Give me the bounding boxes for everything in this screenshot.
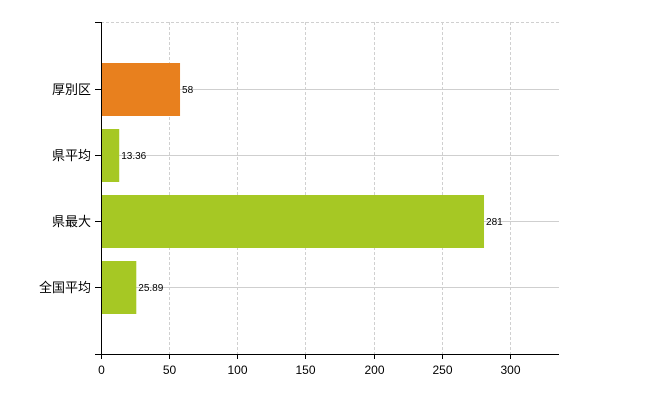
data-label: 281 [486,217,503,228]
x-tick-label: 0 [98,363,105,377]
x-tick-label: 100 [227,363,247,377]
data-label: 58 [182,85,194,96]
category-label: 厚別区 [52,83,91,98]
bar [101,261,137,314]
x-tick-label: 250 [432,363,452,377]
category-label: 県平均 [52,149,91,164]
x-tick-label: 50 [163,363,177,377]
category-label: 全国平均 [39,280,91,296]
x-tick-label: 150 [295,363,315,377]
x-tick-label: 200 [364,363,384,377]
data-label: 25.89 [138,283,163,294]
category-label: 県最大 [52,215,91,230]
data-label: 13.36 [121,151,146,162]
bar [101,63,181,116]
bar [101,129,120,182]
bar [101,195,485,248]
x-tick-label: 300 [500,363,520,377]
